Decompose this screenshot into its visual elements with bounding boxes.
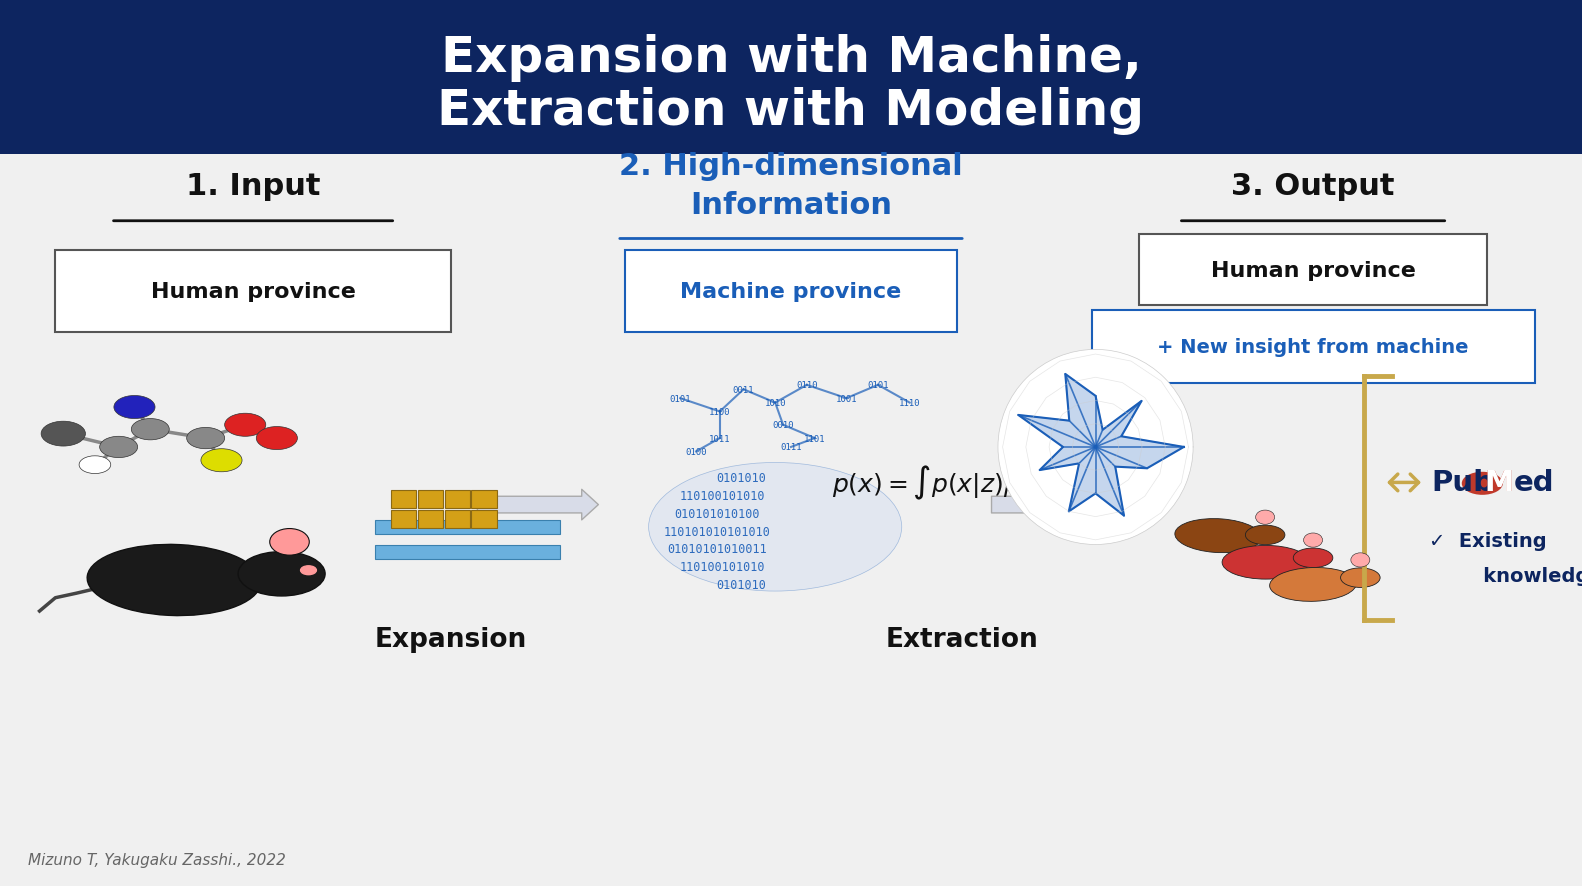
- Text: knowledge: knowledge: [1463, 566, 1582, 586]
- Text: 110101010101010: 110101010101010: [663, 525, 770, 538]
- Ellipse shape: [87, 545, 261, 616]
- FancyBboxPatch shape: [375, 520, 560, 534]
- Text: Machine province: Machine province: [680, 282, 902, 301]
- Ellipse shape: [1340, 568, 1380, 587]
- FancyBboxPatch shape: [375, 545, 560, 559]
- Ellipse shape: [1270, 568, 1356, 602]
- Text: Information: Information: [690, 191, 892, 220]
- Text: Human province: Human province: [1210, 260, 1416, 280]
- FancyBboxPatch shape: [471, 510, 497, 528]
- Text: 0011: 0011: [732, 385, 755, 394]
- Text: 0110: 0110: [796, 381, 818, 390]
- Ellipse shape: [1304, 533, 1323, 548]
- Text: Mizuno T, Yakugaku Zasshi., 2022: Mizuno T, Yakugaku Zasshi., 2022: [28, 852, 286, 867]
- Ellipse shape: [1223, 546, 1310, 579]
- Text: Expansion: Expansion: [375, 626, 527, 653]
- Ellipse shape: [1256, 510, 1275, 525]
- Text: + New insight from machine: + New insight from machine: [1158, 338, 1468, 357]
- Ellipse shape: [1175, 519, 1261, 553]
- Ellipse shape: [239, 552, 326, 596]
- Circle shape: [131, 419, 169, 440]
- Circle shape: [41, 422, 85, 447]
- Ellipse shape: [649, 462, 902, 592]
- Text: 1110: 1110: [899, 399, 921, 408]
- FancyBboxPatch shape: [1092, 311, 1535, 384]
- FancyBboxPatch shape: [391, 491, 416, 509]
- Text: M: M: [1484, 469, 1512, 497]
- Text: 1101: 1101: [804, 434, 826, 443]
- Circle shape: [201, 449, 242, 472]
- Text: 0010: 0010: [772, 421, 794, 430]
- FancyBboxPatch shape: [391, 510, 416, 528]
- FancyBboxPatch shape: [445, 510, 470, 528]
- FancyBboxPatch shape: [418, 491, 443, 509]
- Text: 110100101010: 110100101010: [680, 561, 766, 573]
- Text: ✓  Existing: ✓ Existing: [1429, 531, 1546, 550]
- Text: 010101010100: 010101010100: [674, 508, 759, 520]
- Text: ed: ed: [1514, 469, 1555, 497]
- FancyArrowPatch shape: [1389, 475, 1419, 491]
- Text: 1011: 1011: [709, 434, 731, 443]
- Circle shape: [100, 437, 138, 458]
- FancyArrowPatch shape: [478, 490, 598, 520]
- Circle shape: [1462, 472, 1503, 495]
- Text: Extraction with Modeling: Extraction with Modeling: [438, 87, 1144, 136]
- Text: 110100101010: 110100101010: [680, 490, 766, 502]
- Text: 0101: 0101: [867, 381, 889, 390]
- Ellipse shape: [1245, 525, 1285, 545]
- Text: 01010101010011: 01010101010011: [668, 543, 767, 556]
- Text: 3. Output: 3. Output: [1231, 172, 1395, 200]
- Text: 0101010: 0101010: [717, 579, 766, 591]
- Circle shape: [256, 427, 297, 450]
- Ellipse shape: [1351, 553, 1370, 567]
- Text: M: M: [1484, 469, 1512, 497]
- Circle shape: [225, 414, 266, 437]
- Text: 0101010: 0101010: [717, 472, 766, 485]
- Circle shape: [114, 396, 155, 419]
- Circle shape: [301, 566, 316, 575]
- Circle shape: [187, 428, 225, 449]
- FancyArrowPatch shape: [992, 490, 1112, 520]
- FancyBboxPatch shape: [625, 251, 957, 332]
- Polygon shape: [1019, 375, 1183, 516]
- FancyBboxPatch shape: [1139, 235, 1487, 306]
- Text: Human province: Human province: [150, 282, 356, 301]
- Text: 2. High-dimensional: 2. High-dimensional: [619, 152, 963, 181]
- FancyBboxPatch shape: [418, 510, 443, 528]
- FancyBboxPatch shape: [0, 0, 1582, 155]
- Text: 0111: 0111: [780, 443, 802, 452]
- Text: Pub: Pub: [1432, 469, 1495, 497]
- Text: 1. Input: 1. Input: [185, 172, 321, 200]
- FancyBboxPatch shape: [445, 491, 470, 509]
- Text: 0101: 0101: [669, 394, 691, 403]
- Ellipse shape: [1294, 548, 1334, 568]
- Text: 1100: 1100: [709, 408, 731, 416]
- FancyBboxPatch shape: [55, 251, 451, 332]
- Text: 0100: 0100: [685, 447, 707, 456]
- Circle shape: [79, 456, 111, 474]
- Text: 1010: 1010: [764, 399, 786, 408]
- Text: Expansion with Machine,: Expansion with Machine,: [440, 34, 1142, 82]
- Text: 1001: 1001: [835, 394, 857, 403]
- FancyBboxPatch shape: [471, 491, 497, 509]
- Ellipse shape: [269, 529, 308, 556]
- Text: $p(x) = \int p(x|z)p(z)dz$: $p(x) = \int p(x|z)p(z)dz$: [832, 463, 1082, 502]
- Text: Extraction: Extraction: [886, 626, 1038, 653]
